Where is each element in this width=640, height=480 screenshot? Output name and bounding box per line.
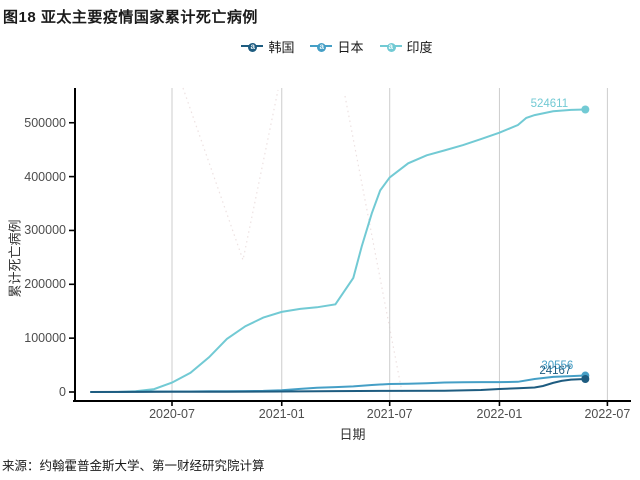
series-endpoint-韩国 — [581, 374, 590, 383]
chart-legend: a 韩国 a 日本 a 印度 — [17, 37, 640, 56]
y-tick-label: 400000 — [24, 169, 66, 184]
series-lines — [90, 105, 590, 393]
legend-item-india[interactable]: a 印度 — [379, 37, 433, 56]
source-note: 来源：约翰霍普金斯大学、第一财经研究院计算 — [2, 459, 265, 473]
x-tick-label: 2022-07 — [584, 407, 631, 421]
japan-line-point-icon: a — [310, 39, 333, 55]
korea-line-point-icon: a — [241, 39, 264, 55]
legend-label-india: 印度 — [406, 40, 433, 55]
legend-item-korea[interactable]: a 韩国 — [241, 37, 294, 56]
axes — [69, 88, 631, 406]
page-title: 图18 亚太主要疫情国家累计死亡病例 — [3, 9, 258, 26]
y-tick-label: 500000 — [24, 115, 66, 130]
series-line-印度 — [90, 108, 586, 393]
data-label-japan: 30556 — [541, 359, 574, 372]
x-tick-label: 2021-07 — [366, 407, 413, 421]
legend-label-japan: 日本 — [337, 40, 364, 55]
y-tick-label: 300000 — [24, 223, 66, 238]
legend-label-korea: 韩国 — [268, 40, 295, 55]
series-endpoint-印度 — [581, 105, 590, 114]
watermark-lines — [182, 87, 403, 393]
series-line-韩国 — [90, 378, 586, 393]
y-tick-label: 100000 — [24, 331, 66, 346]
x-axis-title: 日期 — [339, 427, 366, 442]
data-label-india: 524611 — [530, 98, 569, 111]
gridlines — [171, 88, 608, 400]
x-tick-label: 2020-07 — [149, 407, 195, 421]
y-tick-label: 200000 — [24, 277, 66, 292]
india-line-point-icon: a — [379, 39, 402, 55]
y-tick-label: 0 — [59, 385, 66, 399]
legend-item-japan[interactable]: a 日本 — [310, 37, 364, 56]
x-tick-label: 2021-01 — [258, 407, 305, 421]
data-label-korea: 24167 — [539, 364, 572, 377]
x-tick-label: 2022-01 — [476, 407, 523, 421]
